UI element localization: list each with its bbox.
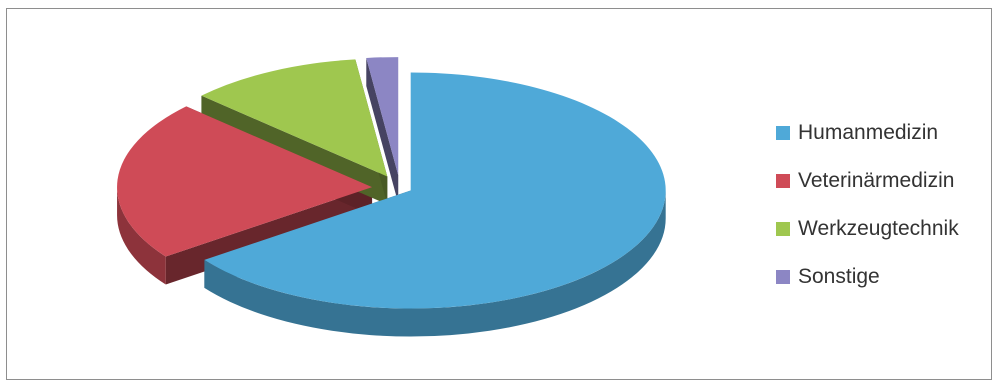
legend-swatch <box>776 222 790 236</box>
legend-label: Werkzeugtechnik <box>798 217 959 240</box>
legend-label: Sonstige <box>798 265 880 288</box>
legend-item: Werkzeugtechnik <box>776 210 991 248</box>
legend-swatch <box>776 126 790 140</box>
legend-item: Sonstige <box>776 258 991 296</box>
legend-label: Humanmedizin <box>798 121 939 144</box>
pie-slice-humanmedizin <box>204 72 666 309</box>
legend-item: Humanmedizin <box>776 114 991 152</box>
legend: Humanmedizin Veterinärmedizin Werkzeugtech… <box>776 114 991 306</box>
pie-slice-veterin-rmedizin <box>117 106 373 257</box>
pie-slice-sonstige <box>366 57 399 176</box>
legend-label: Veterinärmedizin <box>798 169 955 192</box>
legend-item: Veterinärmedizin <box>776 162 991 200</box>
legend-swatch <box>776 270 790 284</box>
legend-swatch <box>776 174 790 188</box>
pie-slice-werkzeugtechnik <box>201 59 388 177</box>
pie-side-start-sonstige <box>366 57 399 204</box>
pie-rim-veterin-rmedizin <box>117 187 166 285</box>
pie-rim-humanmedizin <box>204 190 666 337</box>
